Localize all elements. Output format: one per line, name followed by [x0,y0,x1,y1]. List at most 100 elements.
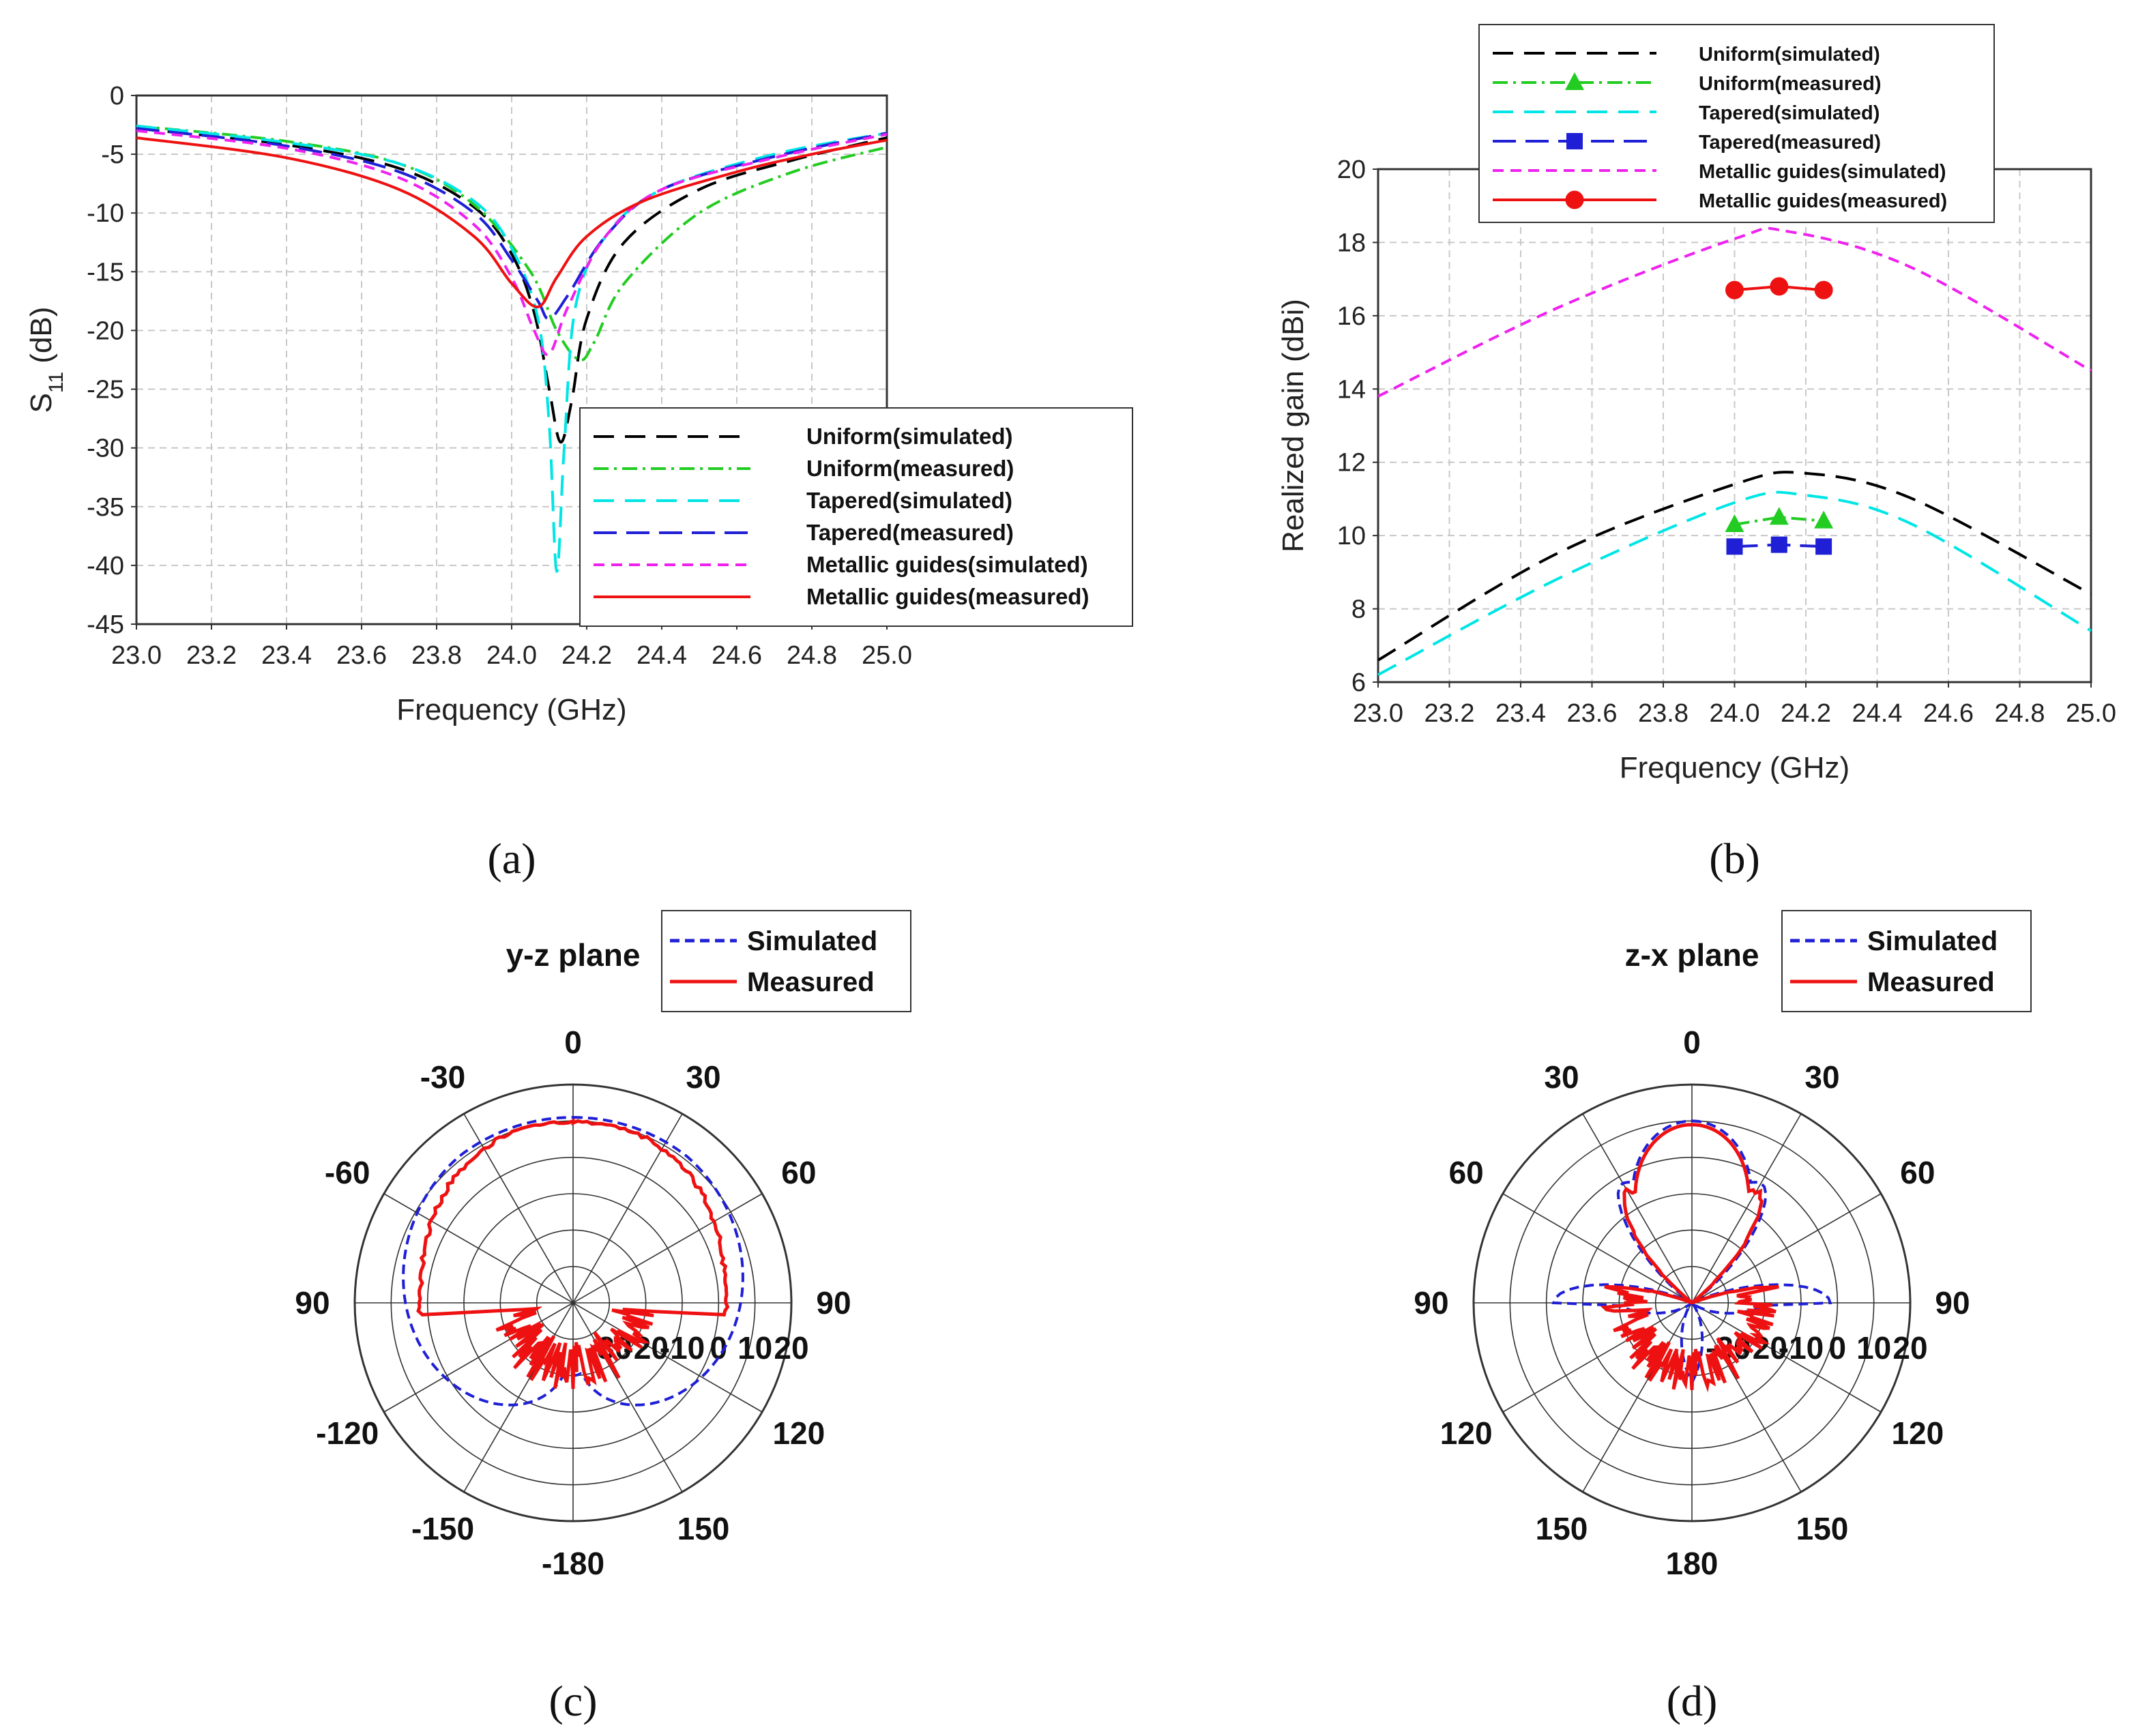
y-tick-label: -25 [87,376,124,404]
legend-label: Metallic guides(simulated) [1699,161,1946,183]
polar-series-measured [416,1118,730,1389]
y-tick-label: -35 [87,493,124,522]
x-axis-label: Frequency (GHz) [1620,751,1850,784]
radial-label: 10 [737,1330,772,1366]
polar-spoke [1691,1302,1802,1492]
angle-label: 150 [1796,1511,1849,1546]
polar-legend-label: Simulated [1867,926,1998,956]
x-tick-label: 23.8 [411,641,462,670]
radial-label: 20 [774,1330,808,1366]
angle-label: 90 [295,1285,330,1321]
y-tick-label: 8 [1351,595,1366,624]
panel-label-c: (c) [549,1677,597,1725]
angle-label: -180 [542,1546,604,1581]
y-tick-label: 16 [1337,302,1366,331]
legend-marker-circle [1565,190,1584,209]
legend-label: Metallic guides(measured) [806,584,1089,609]
polar-legend-label: Measured [1867,967,1995,997]
legend-label: Metallic guides(simulated) [806,552,1088,577]
y-axis-label: Realized gain (dBi) [1276,299,1310,553]
x-tick-label: 23.2 [186,641,237,670]
legend-label: Uniform(measured) [806,456,1014,481]
legend-marker-triangle [1565,72,1584,90]
y-tick-label: 14 [1337,375,1366,404]
y-tick-label: 12 [1337,449,1366,477]
data-point-circle [1770,277,1789,296]
polar-spoke [463,1302,574,1492]
angle-label: -60 [325,1155,370,1190]
angle-label: 60 [1449,1155,1484,1190]
radial-label: 20 [1892,1330,1927,1366]
data-point-triangle [1814,510,1834,529]
x-tick-label: 24.4 [1852,699,1903,728]
angle-label: 150 [1536,1511,1588,1546]
polar-legend-box [661,910,911,1012]
polar-spoke [572,1302,683,1492]
x-tick-label: 24.8 [787,641,837,670]
series-line-metallic-guides-simulated- [136,129,888,356]
x-tick-label: 24.2 [1781,699,1831,728]
x-tick-label: 24.0 [486,641,537,670]
legend-marker-square [1566,133,1583,149]
y-tick-label: -45 [87,610,124,639]
panel-label-a: (a) [487,834,536,883]
angle-label: 150 [677,1511,730,1546]
legend-label: Uniform(simulated) [806,424,1013,449]
x-tick-label: 23.4 [1495,699,1546,728]
series-line-metallic-guides-measured- [136,136,888,308]
polar-spoke [383,1193,574,1304]
angle-label: 120 [772,1415,825,1451]
series-line-tapered-simulated- [136,124,888,573]
polar-spoke [572,1302,763,1413]
x-tick-label: 24.0 [1710,699,1760,728]
data-point-triangle [1725,514,1744,533]
series-line-tapered-measured- [136,127,888,321]
series-line-uniform-simulated- [136,127,888,444]
data-point-square [1726,538,1743,555]
polar-series-measured [1600,1123,1779,1393]
legend-box [579,407,1133,627]
angle-label: 90 [1414,1285,1448,1321]
panel-label-b: (b) [1709,834,1760,883]
angle-label: 0 [564,1025,582,1060]
x-tick-label: 23.6 [336,641,387,670]
legend-label: Tapered(measured) [1699,132,1881,153]
angle-label: 30 [686,1059,720,1095]
angle-label: 30 [1804,1059,1839,1095]
radial-label: 0 [1829,1330,1847,1366]
polar-spoke [383,1302,574,1413]
x-tick-label: 25.0 [2066,699,2116,728]
data-point-circle [1725,280,1744,299]
radial-label: -10 [660,1330,705,1366]
polar-legend-label: Simulated [747,926,877,956]
angle-label: -120 [316,1415,379,1451]
x-tick-label: 24.8 [1995,699,2045,728]
angle-label: 180 [1666,1546,1719,1581]
y-tick-label: 6 [1351,668,1366,697]
angle-label: -150 [411,1511,474,1546]
polar-spoke [1582,1302,1693,1492]
radial-label: 10 [1856,1330,1891,1366]
data-point-triangle [1769,507,1789,525]
x-tick-label: 23.2 [1424,699,1475,728]
angle-label: 90 [816,1285,851,1321]
radial-label: -10 [1779,1330,1824,1366]
x-axis-label: Frequency (GHz) [396,693,626,726]
series-line-metallic-guides-simulated- [1377,226,2092,398]
legend-label: Uniform(measured) [1699,73,1882,95]
legend-label: Tapered(simulated) [806,488,1012,513]
x-tick-label: 24.6 [712,641,762,670]
series-line-tapered-simulated- [1377,490,2092,677]
data-point-circle [1814,280,1833,299]
legend-label: Metallic guides(measured) [1699,190,1947,212]
series-line-uniform-simulated- [1377,471,2092,662]
plane-title: y-z plane [506,937,641,973]
y-tick-label: -40 [87,552,124,580]
legend-box [1478,24,1995,223]
plane-title: z-x plane [1625,937,1759,973]
polar-spoke [1502,1302,1693,1413]
y-tick-label: -30 [87,435,124,463]
angle-label: 90 [1935,1285,1970,1321]
